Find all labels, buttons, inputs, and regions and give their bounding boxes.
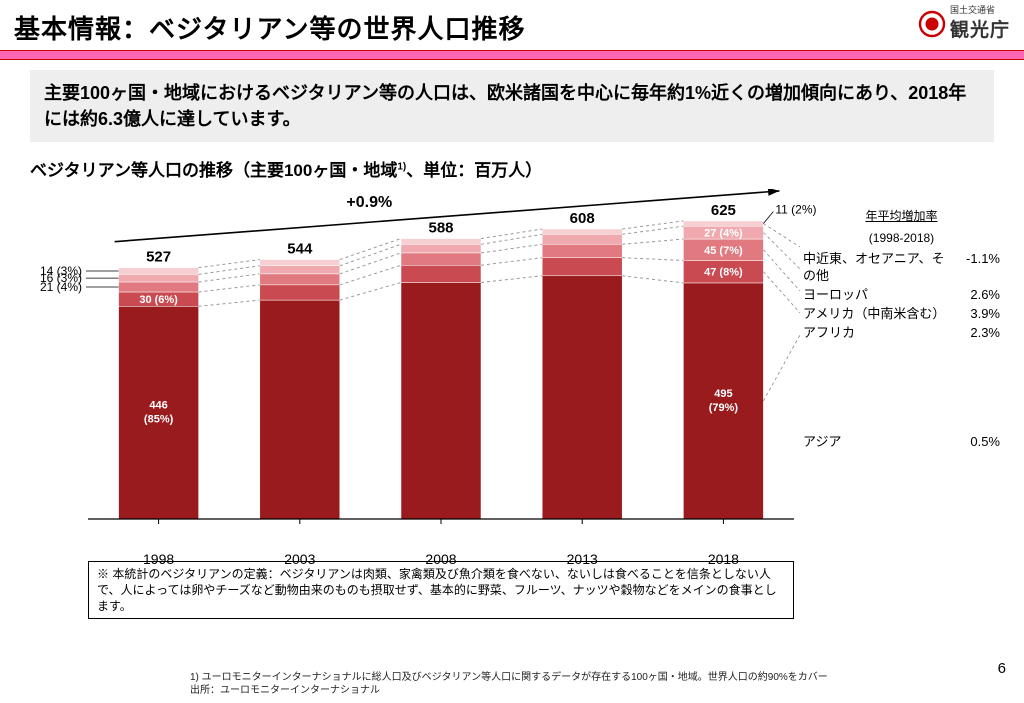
footnotes: 1) ユーロモニターインターナショナルに総人口及びベジタリアン等人口に関するデー… (190, 671, 828, 697)
chart-area: 52754458860862514 (3%)16 (3%)21 (4%)30 (… (20, 189, 1004, 619)
chart-title: ベジタリアン等人口の推移（主要100ヶ国・地域1)、単位：百万人） (30, 156, 1024, 181)
brand-title: 観光庁 (950, 15, 1010, 42)
svg-text:544: 544 (287, 241, 313, 258)
legend-row: アジア0.5% (799, 433, 1004, 452)
legend-row: アフリカ2.3% (799, 324, 1004, 343)
legend-row: アメリカ（中南米含む）3.9% (799, 305, 1004, 324)
footnote-1: 1) ユーロモニターインターナショナルに総人口及びベジタリアン等人口に関するデー… (190, 671, 828, 684)
legend-row: 中近東、オセアニア、その他-1.1% (799, 250, 1004, 286)
footnote-2: 出所：ユーロモニターインターナショナル (190, 684, 828, 697)
svg-text:625: 625 (711, 202, 736, 219)
definition-note: ※ 本統計のベジタリアンの定義：ベジタリアンは肉類、家禽類及び魚介類を食べない、… (88, 561, 794, 620)
legend-header: 年平均増加率 (799, 209, 1004, 225)
svg-text:446: 446 (149, 400, 167, 412)
legend-row: ヨーロッパ2.6% (799, 286, 1004, 305)
svg-text:45 (7%): 45 (7%) (704, 245, 743, 257)
page-title: 基本情報：ベジタリアン等の世界人口推移 (14, 9, 525, 46)
legend-header-sub: (1998-2018) (799, 231, 1004, 247)
svg-text:(85%): (85%) (144, 414, 174, 426)
trend-growth-label: +0.9% (346, 194, 392, 212)
svg-text:(79%): (79%) (709, 402, 739, 414)
svg-text:588: 588 (428, 220, 453, 237)
svg-text:527: 527 (146, 249, 171, 266)
subtitle-box: 主要100ヶ国・地域におけるベジタリアン等の人口は、欧米諸国を中心に毎年約1%近… (30, 70, 994, 142)
header-bar: 基本情報：ベジタリアン等の世界人口推移 国土交通省 観光庁 (0, 0, 1024, 50)
svg-text:608: 608 (570, 210, 595, 227)
svg-text:27 (4%): 27 (4%) (704, 228, 743, 240)
svg-text:495: 495 (714, 388, 732, 400)
svg-text:30 (6%): 30 (6%) (139, 294, 178, 306)
brand-subtitle: 国土交通省 (950, 6, 1010, 15)
brand-icon (918, 10, 946, 38)
svg-text:21 (4%): 21 (4%) (40, 280, 82, 294)
svg-text:47 (8%): 47 (8%) (704, 267, 743, 279)
brand: 国土交通省 観光庁 (918, 6, 1010, 42)
divider-band (0, 50, 1024, 60)
page-number: 6 (998, 660, 1006, 677)
legend-growth: 年平均増加率 (1998-2018) 中近東、オセアニア、その他-1.1%ヨーロ… (799, 209, 1004, 452)
